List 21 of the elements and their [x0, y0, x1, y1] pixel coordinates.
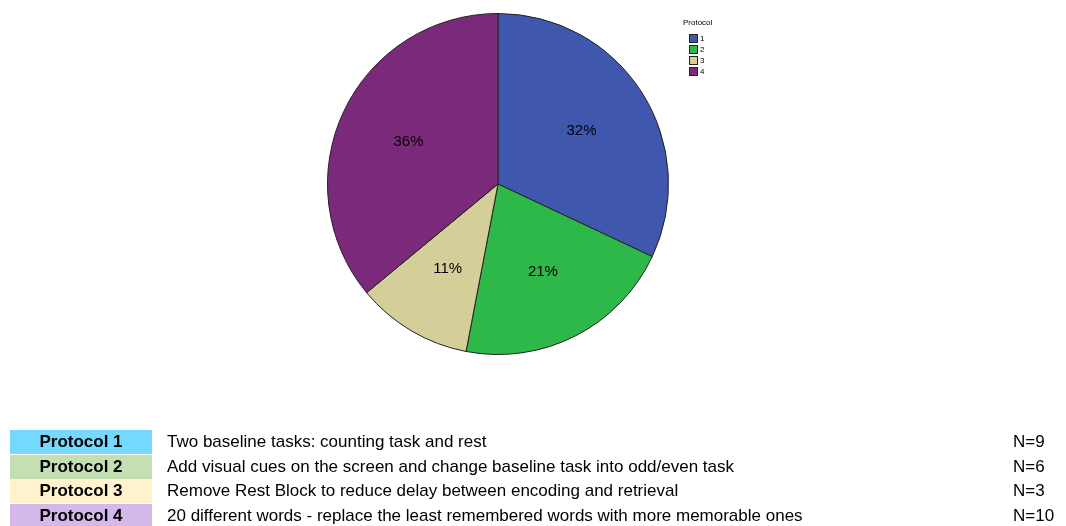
text: Protocol 2 [10, 454, 152, 479]
text: Add visual cues on the screen and change baseline task into odd/even task [167, 455, 735, 478]
legend-label: 1 [700, 33, 705, 44]
data-label: 11% [433, 259, 463, 277]
text: N=10 [1013, 504, 1055, 526]
legend-label: 4 [700, 66, 705, 77]
data-label: 36% [393, 132, 424, 150]
text: 20 different words - replace the least remembered words with more memorable ones [167, 504, 803, 526]
text: Protocol 4 [10, 503, 152, 526]
text: Two baseline tasks: counting task and rest [167, 431, 487, 453]
data-label: 21% [527, 262, 558, 280]
text: Protocol 3 [10, 479, 152, 503]
data-label: 32% [566, 121, 597, 139]
text: N=6 [1013, 455, 1045, 478]
legend-label: 2 [700, 44, 705, 55]
text: N=3 [1013, 480, 1045, 502]
legend-label: 3 [700, 55, 705, 66]
text: Remove Rest Block to reduce delay between encoding and retrieval [167, 480, 679, 502]
text: Protocol 1 [10, 430, 152, 454]
legend-title: Protocol [683, 18, 713, 28]
text: N=9 [1013, 431, 1045, 453]
